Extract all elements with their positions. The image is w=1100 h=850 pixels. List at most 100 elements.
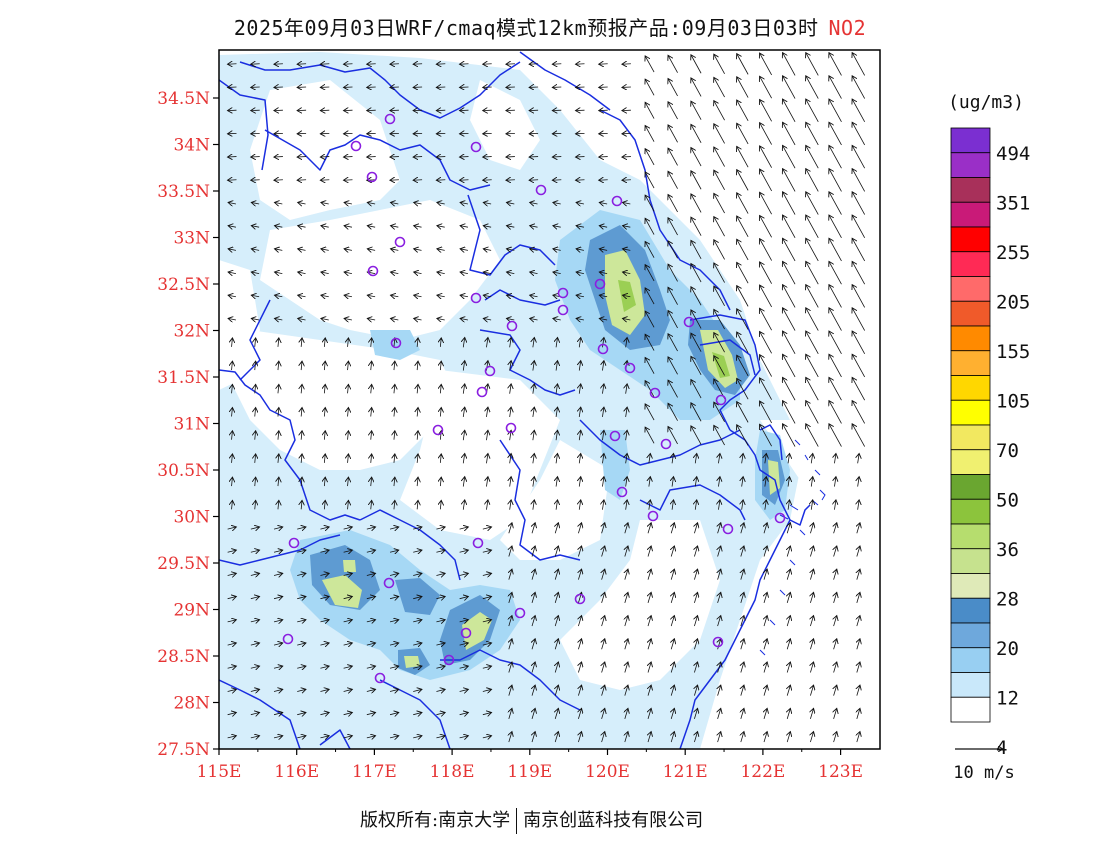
colorbar-label: 155 bbox=[996, 341, 1030, 363]
wind-arrow-icon bbox=[463, 384, 464, 394]
wind-arrow-icon bbox=[436, 666, 445, 668]
wind-arrow-icon bbox=[389, 620, 399, 622]
city-station-circle bbox=[390, 337, 402, 349]
wind-arrow-icon bbox=[645, 265, 655, 282]
wind-arrow-icon bbox=[417, 361, 418, 371]
colorbar-label: 12 bbox=[996, 687, 1019, 709]
colorbar-swatch bbox=[950, 226, 991, 253]
wind-arrow-icon bbox=[834, 500, 835, 510]
wind-arrow-icon bbox=[344, 202, 353, 204]
colorbar-label: 20 bbox=[996, 638, 1019, 660]
wind-arrow-icon bbox=[436, 550, 445, 552]
wind-arrow-icon bbox=[301, 384, 302, 394]
colorbar-label: 205 bbox=[996, 291, 1030, 313]
lat-tick-label: 34N bbox=[173, 136, 210, 156]
wind-arrow-icon bbox=[810, 685, 813, 696]
wind-arrow-icon bbox=[228, 202, 237, 204]
wind-arrow-icon bbox=[509, 546, 512, 557]
wind-arrow-icon bbox=[413, 689, 422, 691]
wind-arrow-icon bbox=[274, 318, 283, 320]
wind-arrow-icon bbox=[437, 318, 445, 320]
city-station-circle bbox=[374, 672, 386, 684]
title-species: NO2 bbox=[828, 16, 867, 40]
wind-arrow-icon bbox=[301, 361, 302, 371]
wind-arrow-icon bbox=[648, 685, 651, 696]
wind-arrow-icon bbox=[324, 408, 325, 417]
wind-arrow-icon bbox=[806, 238, 819, 262]
wind-arrow-icon bbox=[321, 202, 329, 204]
wind-arrow-icon bbox=[348, 408, 349, 417]
wind-arrow-icon bbox=[320, 736, 329, 738]
wind-arrow-icon bbox=[783, 377, 796, 401]
map-title: 2025年09月03日WRF/cmaq模式12km预报产品:09月03日03时 N… bbox=[0, 12, 1100, 41]
city-station-circle bbox=[350, 140, 362, 152]
city-station-circle bbox=[472, 537, 484, 549]
wind-arrow-icon bbox=[437, 226, 445, 228]
wind-arrow-icon bbox=[227, 573, 237, 575]
wind-arrow-icon bbox=[324, 500, 325, 510]
wind-arrow-icon bbox=[741, 523, 744, 534]
wind-arrow-icon bbox=[390, 202, 399, 204]
wind-arrow-icon bbox=[530, 202, 538, 204]
wind-arrow-icon bbox=[251, 272, 260, 274]
city-station-circle bbox=[774, 512, 786, 524]
wind-arrow-icon bbox=[718, 523, 721, 534]
wind-arrow-icon bbox=[482, 736, 492, 738]
wind-arrow-icon bbox=[668, 380, 678, 398]
wind-arrow-icon bbox=[389, 527, 399, 529]
wind-arrow-icon bbox=[671, 732, 674, 743]
colorbar-swatch bbox=[950, 152, 991, 178]
wind-arrow-icon bbox=[806, 377, 819, 401]
wind-arrow-icon bbox=[668, 334, 678, 352]
wind-arrow-icon bbox=[694, 732, 697, 743]
wind-arrow-icon bbox=[787, 732, 790, 743]
wind-arrow-icon bbox=[671, 639, 674, 650]
wind-arrow-icon bbox=[783, 308, 796, 331]
wind-arrow-icon bbox=[810, 546, 813, 557]
wind-arrow-icon bbox=[510, 500, 511, 510]
city-station-circle bbox=[470, 292, 482, 304]
wind-arrow-icon bbox=[460, 318, 469, 320]
wind-arrow-icon bbox=[829, 122, 842, 146]
lat-tick-label: 32N bbox=[173, 322, 210, 342]
wind-arrow-icon bbox=[760, 123, 772, 145]
wind-arrow-icon bbox=[530, 318, 538, 320]
city-station-circle bbox=[367, 265, 379, 277]
wind-arrow-icon bbox=[742, 453, 743, 464]
lon-tick-label: 118E bbox=[430, 762, 475, 782]
wind-arrow-icon bbox=[829, 354, 842, 378]
wind-arrow-icon bbox=[622, 272, 631, 274]
latitude-axis: 34.5N 34N 33.5N 33N 32.5N 32N 31.5N 31N 30.5N 30N… bbox=[157, 89, 219, 760]
wind-arrow-icon bbox=[413, 736, 422, 738]
wind-arrow-icon bbox=[829, 285, 842, 308]
wind-arrow-icon bbox=[783, 238, 796, 262]
wind-arrow-icon bbox=[483, 202, 492, 204]
wind-arrow-icon bbox=[436, 713, 445, 715]
wind-arrow-icon bbox=[344, 318, 353, 320]
wind-arrow-icon bbox=[509, 708, 512, 719]
wind-arrow-icon bbox=[787, 662, 790, 673]
wind-arrow-icon bbox=[482, 620, 492, 622]
colorbar-swatch bbox=[950, 127, 991, 154]
wind-arrow-icon bbox=[858, 500, 859, 510]
city-station-circle bbox=[514, 607, 526, 619]
wind-arrow-icon bbox=[668, 79, 678, 97]
wind-arrow-icon bbox=[459, 620, 469, 622]
wind-arrow-icon bbox=[625, 732, 628, 743]
wind-arrow-icon bbox=[228, 249, 237, 251]
wind-arrow-icon bbox=[858, 477, 859, 487]
wind-arrow-icon bbox=[672, 500, 673, 510]
wind-arrow-icon bbox=[760, 331, 772, 354]
wind-arrow-icon bbox=[626, 453, 627, 464]
wind-arrow-icon bbox=[741, 546, 744, 557]
wind-arrow-icon bbox=[343, 689, 353, 691]
colorbar-swatch bbox=[950, 375, 991, 401]
wind-arrow-icon bbox=[714, 193, 725, 214]
wind-arrow-icon bbox=[320, 550, 329, 552]
wind-arrow-icon bbox=[760, 285, 772, 308]
wind-arrow-icon bbox=[417, 500, 418, 510]
wind-arrow-icon bbox=[533, 361, 534, 371]
colorbar-swatch bbox=[950, 523, 991, 550]
wind-arrow-icon bbox=[671, 592, 674, 603]
